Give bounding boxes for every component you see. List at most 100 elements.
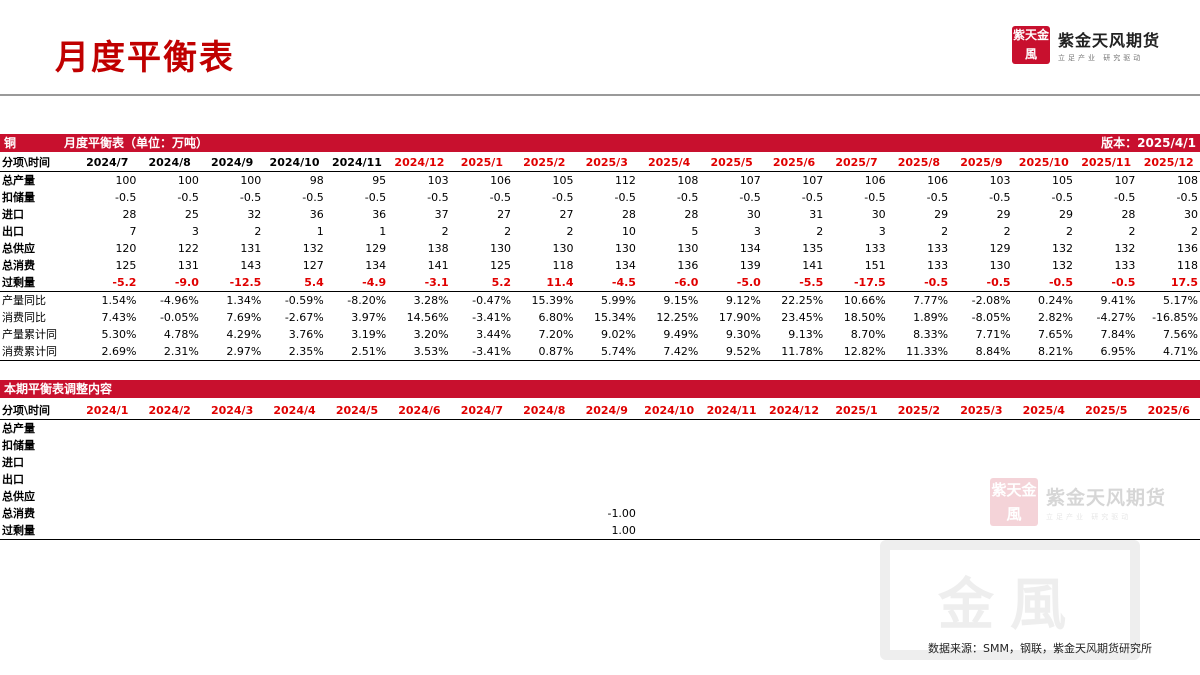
month-header: 2025/6 [762, 154, 826, 172]
table-row: 产量同比 1.54% -4.96% 1.34% -0.59% -8.20% 3.28% -0.… [0, 292, 1200, 310]
table-cell: 28 [684, 208, 699, 221]
table-cell: 112 [614, 174, 636, 187]
table-cell [1075, 454, 1137, 471]
table-cell: 9.49% [663, 328, 699, 341]
balance-table: 分项\时间 2024/7 2024/8 2024/9 2024/10 2024/11 202… [0, 154, 1200, 361]
month-header: 2025/4 [637, 154, 701, 172]
table-cell: 5.99% [600, 294, 636, 307]
table-cell: 131 [177, 259, 199, 272]
table-row: 总消费 -1.00 [0, 505, 1200, 522]
balance-header-row: 分项\时间 2024/7 2024/8 2024/9 2024/10 2024/11 202… [0, 154, 1200, 172]
table-cell [326, 420, 388, 438]
row-label: 扣储量 [2, 191, 35, 204]
table-cell [388, 454, 450, 471]
table-cell: 103 [989, 174, 1011, 187]
table-cell: -0.5 [489, 191, 512, 204]
table-cell [201, 505, 263, 522]
table-cell: 4.29% [226, 328, 262, 341]
table-cell: -1.00 [607, 507, 636, 520]
table-cell: 6.80% [538, 311, 574, 324]
table-cell: -0.5 [1051, 191, 1073, 204]
table-cell: 31 [809, 208, 824, 221]
month-header: 2025/5 [700, 154, 763, 172]
table-cell [76, 522, 139, 540]
table-cell: 118 [1177, 259, 1198, 272]
table-cell [1137, 420, 1200, 438]
table-cell: 3 [191, 225, 199, 238]
table-cell [138, 454, 200, 471]
table-cell: 2 [1003, 225, 1011, 238]
month-header: 2025/1 [450, 154, 514, 172]
table-cell: 2 [254, 225, 262, 238]
table-cell: 1.89% [913, 311, 949, 324]
table-cell [76, 454, 138, 471]
month-header: 2024/7 [76, 154, 139, 172]
month-header: 2024/9 [575, 402, 638, 420]
table-cell: 125 [490, 259, 512, 272]
adjust-table-band: 本期平衡表调整内容 [0, 380, 1200, 398]
table-cell [763, 488, 825, 505]
table-cell [513, 437, 575, 454]
table-cell: 9.15% [663, 294, 699, 307]
table-cell [700, 420, 762, 438]
table-cell [576, 437, 638, 454]
table-cell: 2.31% [138, 343, 201, 361]
table-cell: -0.5 [676, 191, 699, 204]
table-cell [76, 437, 138, 454]
table-cell: 2.51% [325, 343, 389, 361]
month-header: 2024/1 [76, 402, 139, 420]
table-cell: 105 [552, 174, 574, 187]
table-cell [700, 522, 763, 540]
table-cell: -0.5 [739, 191, 761, 204]
table-cell [326, 437, 388, 454]
table-row: 产量累计同 5.30% 4.78% 4.29% 3.76% 3.19% 3.20% 3.44%… [0, 326, 1200, 343]
logo-tagline: 立足产业 研究驱动 [1058, 54, 1144, 62]
table-cell: 9.52% [700, 343, 763, 361]
table-cell [513, 522, 576, 540]
table-cell: -4.27% [1096, 311, 1136, 324]
month-header: 2024/10 [263, 154, 326, 172]
table-cell: 7.56% [1163, 328, 1198, 341]
table-cell: -0.5 [1012, 274, 1075, 292]
table-cell: 133 [1114, 259, 1136, 272]
table-cell: 11.4 [513, 274, 576, 292]
table-cell [700, 505, 762, 522]
table-cell [263, 471, 325, 488]
month-header: 2024/5 [325, 402, 389, 420]
table-cell: 30 [746, 208, 761, 221]
table-cell: 106 [490, 174, 512, 187]
table-cell: 28 [122, 208, 137, 221]
company-logo: 紫天 金風 紫金天风期货 立足产业 研究驱动 [1012, 26, 1160, 64]
table-cell: -0.59% [284, 294, 324, 307]
table-cell: -0.5 [364, 191, 387, 204]
table-cell [388, 437, 450, 454]
table-cell: -3.1 [388, 274, 451, 292]
logo-watermark: 紫天 金風 紫金天风期货 立足产业 研究驱动 [990, 478, 1166, 526]
table-cell [513, 454, 575, 471]
table-cell: 3.20% [413, 328, 449, 341]
adjust-table: 分项\时间 2024/1 2024/2 2024/3 2024/4 2024/5 2024/… [0, 402, 1200, 540]
table-row: 总消费 125 131 143 127 134 141 125 118 134 136 139 141 1… [0, 257, 1200, 274]
row-col-header: 分项\时间 [0, 154, 76, 172]
table-cell: 6.95% [1075, 343, 1138, 361]
month-header: 2024/11 [700, 402, 763, 420]
table-cell: 8.70% [850, 328, 886, 341]
table-cell [576, 420, 638, 438]
table-cell: 3.44% [476, 328, 512, 341]
month-header: 2025/4 [1012, 402, 1075, 420]
table-cell: 7.84% [1100, 328, 1136, 341]
logo-seal: 紫天 金風 [1012, 26, 1050, 64]
table-cell: 134 [365, 259, 387, 272]
month-header: 2025/7 [825, 154, 888, 172]
table-cell [887, 522, 951, 540]
table-cell: 98 [309, 174, 324, 187]
table-cell: 129 [989, 242, 1011, 255]
table-cell: 3.97% [351, 311, 387, 324]
table-cell: 36 [372, 208, 387, 221]
table-cell: 138 [427, 242, 449, 255]
table-cell: 100 [115, 174, 137, 187]
commodity-label: 铜 [4, 136, 17, 150]
table-cell: 30 [1184, 208, 1198, 221]
table-cell: 5.30% [101, 328, 137, 341]
table-cell: 106 [864, 174, 886, 187]
